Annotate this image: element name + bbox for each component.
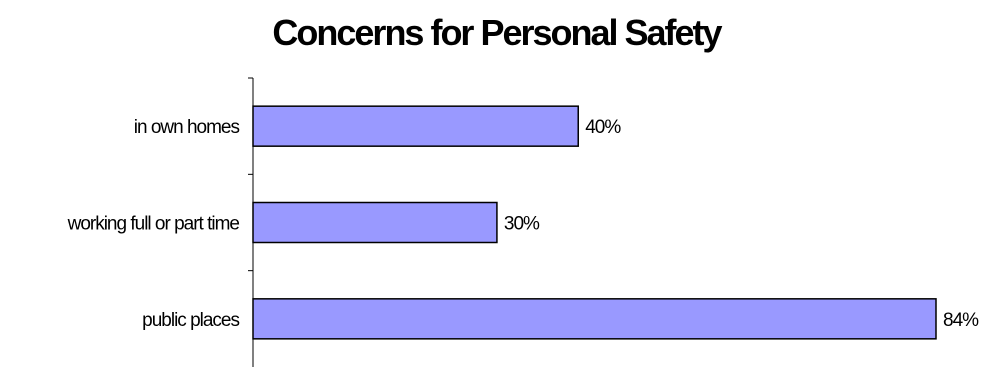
data-label: 30% [504,214,540,235]
bar [252,201,498,244]
data-label: 84% [943,310,979,331]
category-label: in own homes [134,117,240,138]
bar [252,105,579,147]
data-label: 40% [585,117,621,138]
chart-title: Concerns for Personal Safety [272,12,722,53]
category-label: public places [142,310,239,331]
bar [252,298,937,340]
category-label: working full or part time [67,214,240,235]
